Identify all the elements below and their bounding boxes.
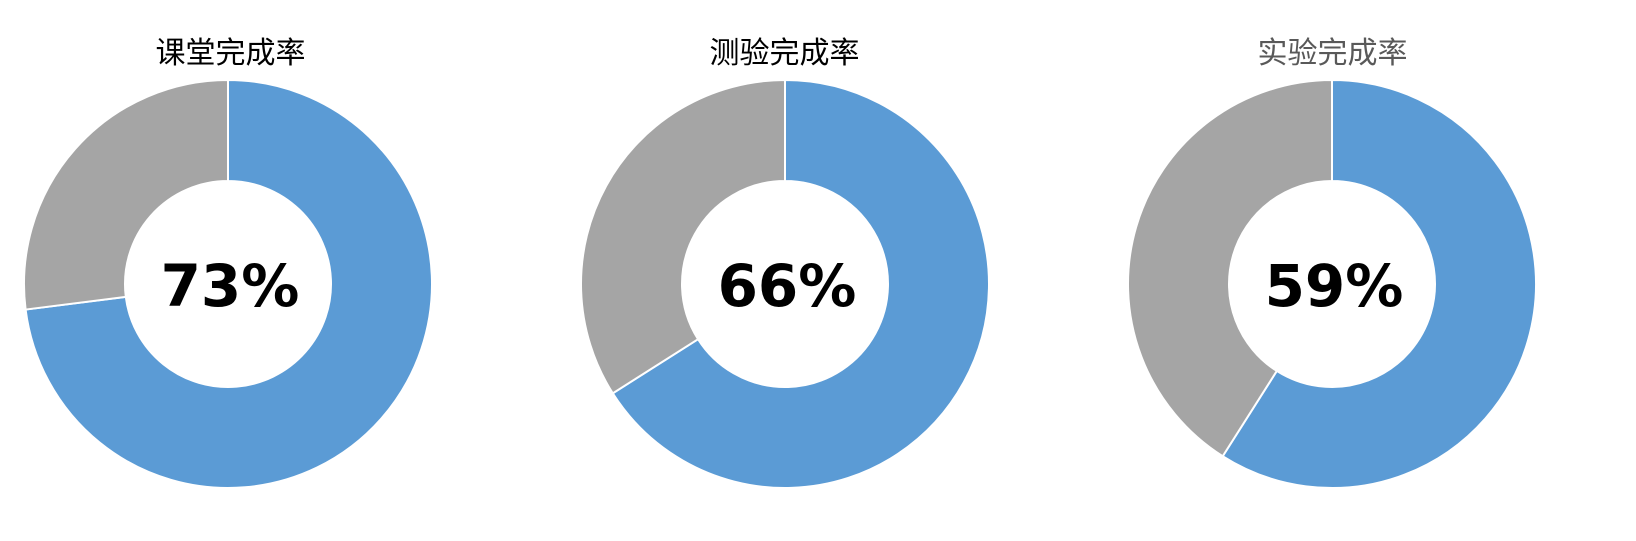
chart-panel-experiment: 实验完成率 59% [1090,0,1635,541]
donut-slice-completed [1221,78,1537,489]
donut-chart-experiment: 59% [1127,78,1537,489]
donut-slice-remaining [1127,78,1333,458]
chart-title: 实验完成率 [1257,36,1408,71]
chart-title: 课堂完成率 [155,36,306,71]
donut-slice-remaining [580,78,786,395]
donut-slice-completed [24,78,433,489]
donut-chart-quiz: 66% [580,78,990,489]
chart-title: 测验完成率 [709,36,860,71]
chart-panel-classroom: 课堂完成率 73% [0,0,545,541]
donut-center-label: 66% [718,252,857,320]
chart-panel-quiz: 测验完成率 66% [545,0,1090,541]
donut-center-label: 73% [161,252,300,320]
donut-chart-classroom: 73% [23,78,433,489]
donut-slice-completed [611,78,990,489]
donut-center-label: 59% [1265,252,1404,320]
donut-slice-remaining [23,78,229,311]
